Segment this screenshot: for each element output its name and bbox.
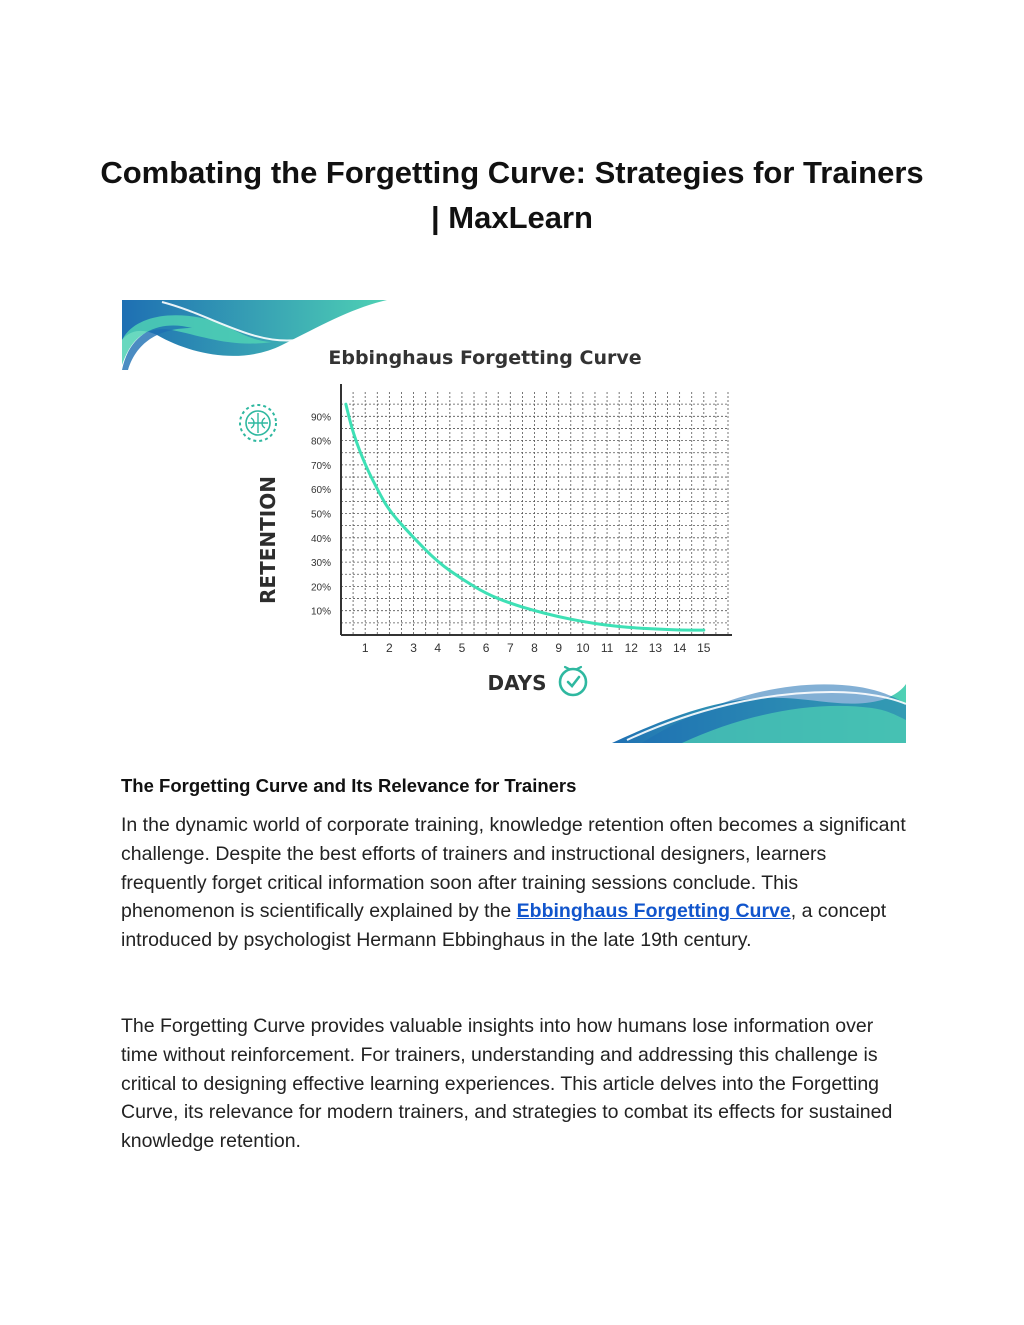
top-left-wave-decoration [122,300,388,370]
y-tick-label: 30% [311,558,331,569]
x-tick-label: 2 [386,641,393,655]
forgetting-curve-chart: Ebbinghaus Forgetting Curve RETENTION 10… [122,300,906,743]
y-tick-label: 40% [311,534,331,545]
section-heading: The Forgetting Curve and Its Relevance f… [121,775,577,796]
y-axis-label: RETENTION [256,476,280,604]
forgetting-curve-figure: Ebbinghaus Forgetting Curve RETENTION 10… [122,300,906,743]
x-tick-label: 7 [507,641,514,655]
x-tick-label: 4 [434,641,441,655]
x-tick-label: 1 [362,641,369,655]
x-tick-label: 3 [410,641,417,655]
y-tick-label: 70% [311,461,331,472]
chart-grid [341,392,729,635]
chart-axes [340,384,732,636]
x-tick-label: 12 [625,641,639,655]
x-axis-label: DAYS [487,671,546,695]
x-tick-label: 9 [555,641,562,655]
bottom-right-wave-decoration [612,684,906,743]
intro-text-before-link: In the dynamic world of corporate traini… [121,814,906,923]
chart-title: Ebbinghaus Forgetting Curve [328,347,641,369]
x-tick-labels: 1 2 3 4 5 6 7 8 9 10 11 12 13 14 15 [362,641,711,655]
x-tick-label: 14 [673,641,687,655]
retention-curve [344,402,706,632]
clock-icon [558,665,588,697]
x-tick-label: 13 [649,641,663,655]
page-title: Combating the Forgetting Curve: Strategi… [100,155,924,235]
intro-text-after-link: , a concept introduced by psychologist H… [121,900,887,952]
y-tick-label: 50% [311,510,331,521]
y-tick-label: 60% [311,485,331,496]
x-tick-label: 10 [576,641,590,655]
y-tick-label: 20% [311,582,331,593]
intro-paragraph: In the dynamic world of corporate traini… [121,811,911,955]
x-tick-label: 6 [483,641,490,655]
y-tick-label: 80% [311,437,331,448]
y-tick-label: 10% [311,607,331,618]
y-tick-label: 90% [311,412,331,423]
x-tick-label: 5 [459,641,466,655]
y-tick-labels: 10% 20% 30% 40% 50% 60% 70% 80% 90% [311,412,331,617]
x-tick-label: 15 [697,641,711,655]
x-tick-label: 11 [601,641,614,655]
x-tick-label: 8 [531,641,538,655]
brain-icon [239,404,277,442]
ebbinghaus-forgetting-curve-link[interactable]: Ebbinghaus Forgetting Curve [516,900,791,923]
chart-series [344,402,706,632]
insights-paragraph: The Forgetting Curve provides valuable i… [121,1015,893,1153]
